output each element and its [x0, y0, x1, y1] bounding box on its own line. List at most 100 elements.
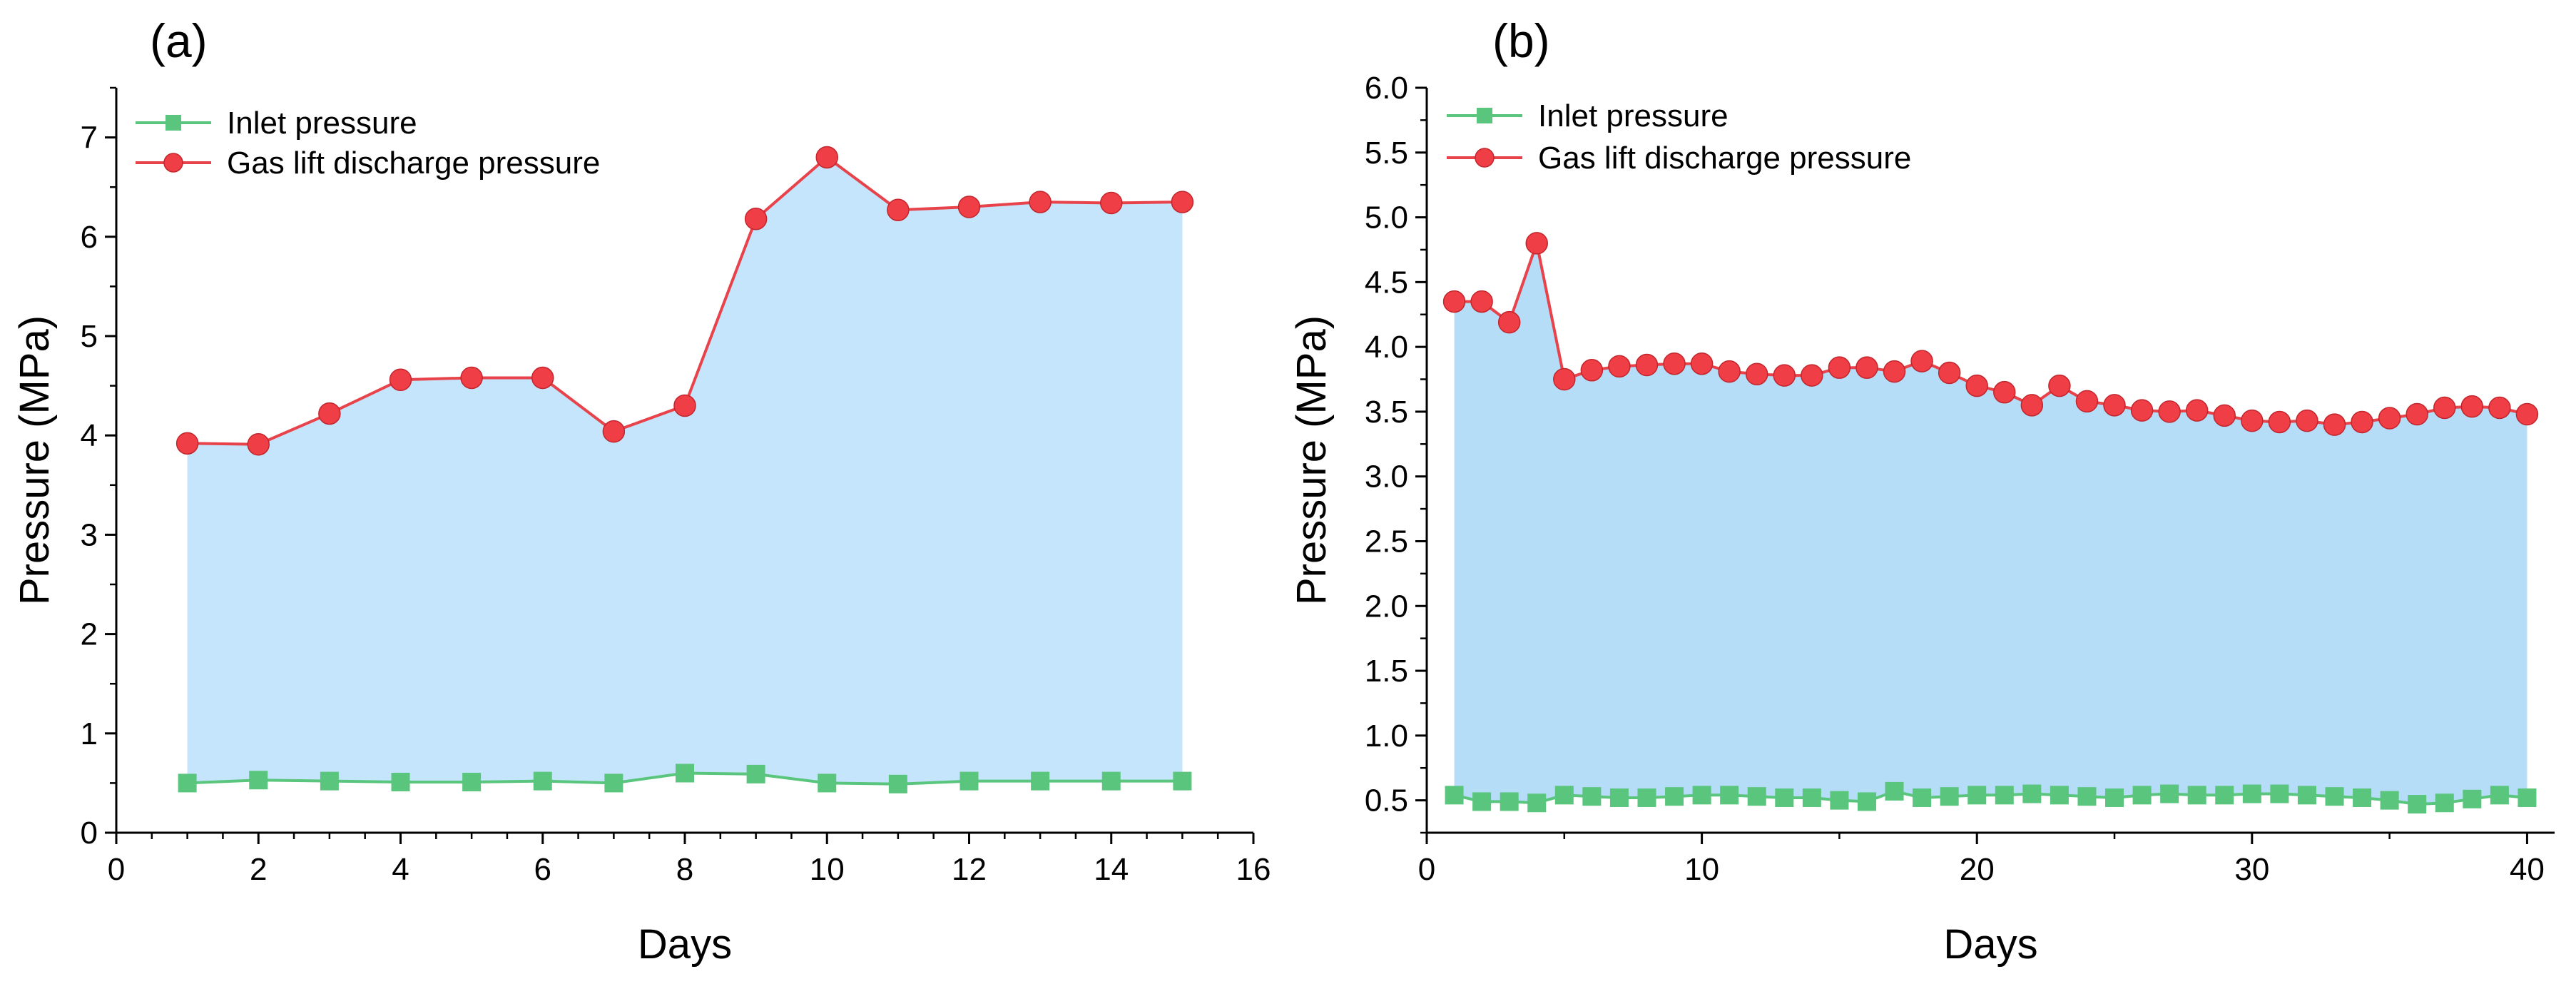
chart-a-inlet-point: [249, 771, 268, 790]
chart-b-inlet-point: [2270, 784, 2289, 803]
chart-b-x-tick-label: 20: [1960, 852, 1995, 887]
chart-b-discharge-point: [2185, 399, 2209, 422]
chart-b-discharge-point: [2460, 395, 2484, 418]
chart-a-discharge-point: [673, 394, 696, 417]
chart-b-discharge-point: [2241, 409, 2264, 432]
chart-b-inlet-point: [1472, 792, 1492, 811]
chart-a-inlet-point: [320, 771, 339, 791]
chart-b-inlet-point: [2242, 784, 2261, 803]
chart-a-y-tick-label: 1: [81, 716, 98, 751]
chart-b-discharge-point: [2130, 399, 2154, 422]
chart-b-y-axis-title: Pressure (MPa): [1288, 315, 1335, 605]
chart-b-discharge-point: [1993, 380, 2016, 404]
chart-a-x-tick-label: 4: [392, 852, 409, 887]
chart-a-discharge-point: [815, 146, 838, 169]
chart-a-y-tick-label: 4: [81, 418, 98, 453]
chart-b-discharge-point: [1608, 355, 1631, 378]
chart-a-x-axis-title: Days: [638, 921, 732, 968]
chart-b-discharge-point: [2213, 404, 2236, 427]
chart-a-inlet-point: [1101, 771, 1121, 791]
chart-b-inlet-point: [1720, 786, 1739, 805]
chart-b-x-tick-label: 40: [2510, 852, 2545, 887]
chart-b-discharge-point: [1690, 352, 1714, 375]
chart-a-x-tick-label: 10: [810, 852, 845, 887]
chart-a-inlet-point: [178, 773, 197, 793]
chart-a-discharge-point: [247, 432, 270, 456]
chart-b-discharge-point: [2323, 413, 2346, 436]
chart-a-inlet-point: [676, 764, 694, 783]
chart-b-discharge-point: [1663, 352, 1686, 375]
chart-b-discharge-point: [2268, 410, 2291, 434]
chart-b-area-fill: [1454, 243, 2527, 805]
chart-a-panel-label: (a): [150, 14, 208, 67]
chart-b-inlet-point: [1940, 787, 1959, 806]
chart-b-discharge-point: [1828, 356, 1851, 379]
chart-b-inlet-point: [2105, 788, 2124, 807]
chart-b-inlet-point: [2463, 789, 2482, 808]
chart-b-inlet-point: [2050, 786, 2069, 805]
chart-b-inlet-point: [1967, 786, 1987, 805]
chart-b-legend-discharge-label: Gas lift discharge pressure: [1538, 141, 1911, 176]
chart-b-y-tick-label: 3.0: [1365, 460, 1408, 494]
chart-b-panel-label: (b): [1492, 14, 1550, 67]
chart-a-discharge-point: [887, 198, 910, 221]
chart-a-discharge-point: [318, 402, 341, 425]
chart-b-discharge-point: [2158, 400, 2181, 423]
chart-b-x-tick-label: 30: [2234, 852, 2269, 887]
chart-b-y-tick-label: 2.0: [1365, 589, 1408, 624]
chart-b-discharge-point: [1635, 353, 1659, 377]
chart-a-x-tick-label: 0: [108, 852, 125, 887]
chart-b-inlet-point: [2380, 791, 2399, 810]
chart-b-inlet-point: [1637, 788, 1656, 807]
chart-a-x-tick-label: 2: [250, 852, 267, 887]
chart-b-inlet-point: [1582, 787, 1602, 806]
chart-a-inlet-point: [533, 771, 552, 791]
chart-b-inlet-point: [1995, 786, 2014, 805]
chart-b-inlet-point: [1802, 788, 1821, 807]
chart-a-discharge-point: [1100, 191, 1123, 215]
chart-b-inlet-point: [2160, 784, 2179, 803]
chart-b-discharge-point: [1442, 290, 1466, 313]
chart-b-y-tick-label: 2.5: [1365, 524, 1408, 559]
chart-b-inlet-point: [1445, 786, 1464, 805]
chart-a-discharge-point: [460, 366, 483, 390]
chart-b-y-tick-label: 1.0: [1365, 719, 1408, 754]
chart-b-discharge-point: [1855, 356, 1878, 379]
chart-b-legend-inlet-marker: [1477, 108, 1492, 123]
chart-b-inlet-point: [1665, 787, 1684, 806]
chart-b-y-tick-label: 3.5: [1365, 395, 1408, 430]
chart-b-discharge-line: [1454, 238, 2527, 427]
chart-b-discharge-point: [1525, 232, 1548, 255]
chart-b-inlet-point: [2325, 787, 2344, 806]
chart-a-legend-discharge-marker: [163, 153, 183, 173]
chart-b-discharge-point: [1965, 374, 1988, 397]
chart-b-discharge-point: [2296, 409, 2318, 432]
chart-a-legend-inlet-marker: [166, 115, 181, 131]
chart-b-inlet-point: [1500, 792, 1519, 811]
chart-panel-b: (b) 0 10 20 30 40 0.5 1.0 1.5 2.0 2.5 3.0 3.5 4.0 4.5 5…: [1288, 14, 2555, 968]
chart-a-y-tick-label: 5: [81, 319, 98, 354]
chart-b-y-tick-label: 6.0: [1365, 71, 1408, 106]
chart-b-discharge-point: [1497, 310, 1521, 334]
chart-a-y-tick-label: 7: [81, 121, 98, 156]
chart-b-inlet-point: [2518, 788, 2537, 807]
chart-a-inlet-point: [604, 773, 623, 793]
chart-b-inlet-point: [1692, 786, 1711, 805]
chart-b-inlet-point: [1830, 791, 1849, 810]
chart-b-inlet-point: [1609, 788, 1629, 807]
chart-b-inlet-point: [2297, 786, 2316, 805]
chart-a-discharge-point: [602, 420, 626, 443]
chart-b-discharge-point: [1910, 350, 1933, 372]
chart-a-y-tick-label: 6: [81, 220, 98, 255]
chart-a-discharge-point: [1029, 191, 1052, 213]
chart-b-y-tick-label: 4.5: [1365, 265, 1408, 300]
chart-b-x-axis-title: Days: [1943, 921, 2037, 968]
chart-b-inlet-point: [2022, 784, 2042, 803]
chart-b-discharge-point: [1718, 360, 1741, 383]
chart-a-inlet-point: [462, 773, 482, 792]
chart-b-y-tick-label: 4.0: [1365, 330, 1408, 365]
chart-a-discharge-point: [957, 196, 981, 218]
chart-b-x-tick-label: 10: [1684, 852, 1719, 887]
chart-a-discharge-point: [744, 207, 768, 230]
chart-a-x-tick-label: 14: [1094, 852, 1129, 887]
